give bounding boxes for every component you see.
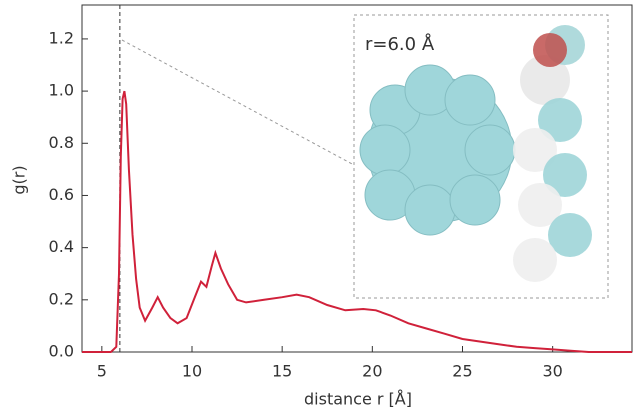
molecule (513, 25, 592, 282)
x-tick-label: 20 (362, 362, 382, 381)
fullerene (359, 64, 516, 236)
y-tick-label: 0.2 (49, 289, 74, 308)
x-tick-label: 5 (97, 362, 107, 381)
y-axis-label: g(r) (10, 165, 29, 194)
inset-illustration: r=6.0 Å (121, 14, 609, 299)
inset-box (353, 14, 609, 299)
x-tick-label: 15 (272, 362, 292, 381)
inset-pointer (121, 39, 355, 166)
x-tick-label: 30 (542, 362, 562, 381)
x-tick-label: 25 (452, 362, 472, 381)
y-tick-label: 0.6 (49, 185, 74, 204)
y-tick-label: 1.2 (49, 28, 74, 47)
data-line (82, 90, 632, 353)
x-tick-label: 10 (182, 362, 202, 381)
x-axis-label: distance r [Å] (304, 390, 412, 409)
y-tick-label: 0.0 (49, 342, 74, 361)
y-tick-label: 0.8 (49, 133, 74, 152)
plot-frame (81, 4, 633, 353)
annotation: r=6.0 Å (365, 33, 435, 55)
y-tick-label: 0.4 (49, 237, 74, 256)
y-tick-label: 1.0 (49, 81, 74, 100)
